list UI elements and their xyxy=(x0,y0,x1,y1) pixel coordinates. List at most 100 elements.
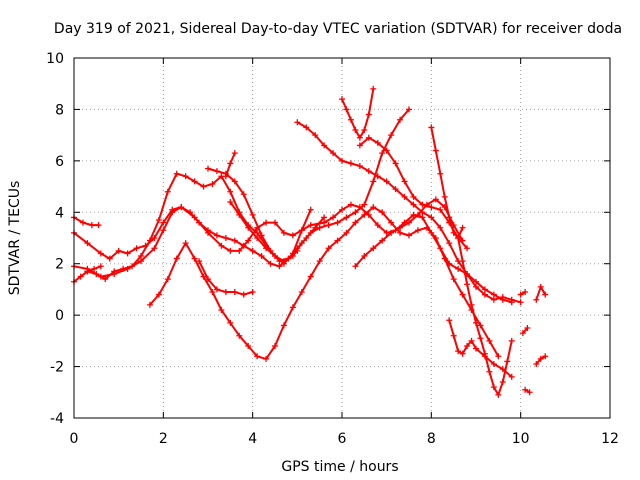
data-point xyxy=(428,204,435,211)
series-line xyxy=(229,201,312,265)
data-point xyxy=(406,232,412,239)
data-point xyxy=(173,170,180,177)
data-point xyxy=(432,235,439,241)
data-point xyxy=(392,160,399,167)
data-point xyxy=(77,273,84,280)
data-point xyxy=(455,265,462,272)
data-point xyxy=(263,219,270,226)
data-point xyxy=(432,147,439,154)
data-point xyxy=(289,304,296,311)
data-point xyxy=(240,242,247,249)
data-point xyxy=(343,106,350,113)
data-point xyxy=(406,106,412,113)
series-21 xyxy=(533,353,549,367)
data-point xyxy=(517,291,524,298)
data-point xyxy=(537,283,544,290)
data-point xyxy=(307,229,314,236)
data-point xyxy=(93,271,100,277)
data-point xyxy=(316,224,323,231)
data-point xyxy=(464,343,471,349)
data-point xyxy=(388,132,395,139)
data-point xyxy=(468,301,475,308)
data-point xyxy=(499,366,506,373)
data-point xyxy=(200,273,207,280)
data-point xyxy=(352,209,359,216)
data-point xyxy=(524,325,531,331)
data-point xyxy=(374,173,381,180)
data-point xyxy=(388,229,395,236)
data-point xyxy=(464,281,471,288)
data-point xyxy=(356,163,363,169)
data-point xyxy=(379,209,386,216)
series-11 xyxy=(339,85,377,141)
data-point xyxy=(339,206,345,213)
data-point xyxy=(79,219,86,226)
data-point xyxy=(374,139,381,146)
data-point xyxy=(280,260,287,267)
data-point xyxy=(258,232,265,239)
x-tick-label: 12 xyxy=(601,431,619,447)
data-point xyxy=(343,229,350,236)
x-tick-label: 2 xyxy=(159,431,168,447)
y-tick-label: 10 xyxy=(46,51,64,67)
data-point xyxy=(459,224,466,231)
data-point xyxy=(245,343,252,349)
series-13 xyxy=(352,196,466,270)
data-point xyxy=(84,268,91,275)
data-point xyxy=(222,289,229,295)
data-point xyxy=(120,265,127,272)
data-point xyxy=(218,307,225,313)
data-point xyxy=(240,191,247,198)
y-axis-label: SDTVAR / TECUs xyxy=(7,181,23,296)
data-point xyxy=(330,150,337,157)
data-point xyxy=(151,245,158,252)
data-point xyxy=(537,355,544,362)
data-point xyxy=(450,276,457,283)
x-tick-label: 4 xyxy=(248,431,257,447)
data-point xyxy=(276,263,283,270)
data-point xyxy=(294,247,301,254)
data-point xyxy=(272,253,278,259)
data-point xyxy=(486,368,493,375)
data-point xyxy=(522,289,529,295)
data-point xyxy=(294,119,301,126)
data-point xyxy=(164,188,171,195)
data-point xyxy=(365,111,372,118)
data-point xyxy=(289,250,296,257)
data-point xyxy=(91,265,98,272)
data-series xyxy=(71,85,549,398)
data-point xyxy=(263,245,270,252)
x-tick-label: 10 xyxy=(512,431,530,447)
data-point xyxy=(231,150,238,157)
data-point xyxy=(477,335,484,342)
data-point xyxy=(455,348,462,355)
data-point xyxy=(519,330,526,337)
series-14 xyxy=(428,124,466,241)
data-point xyxy=(227,199,234,205)
data-point xyxy=(249,247,256,254)
data-point xyxy=(356,134,363,141)
data-point xyxy=(205,276,211,283)
data-point xyxy=(542,291,549,298)
series-15 xyxy=(455,235,515,398)
data-point xyxy=(495,391,502,398)
data-point xyxy=(401,178,408,185)
data-point xyxy=(419,214,426,221)
series-20 xyxy=(533,283,549,303)
data-point xyxy=(450,229,457,236)
data-point xyxy=(155,291,162,298)
data-point xyxy=(517,299,524,306)
data-point xyxy=(379,150,386,157)
data-point xyxy=(508,337,515,344)
data-point xyxy=(321,219,328,226)
data-point xyxy=(499,294,506,301)
data-point xyxy=(222,235,229,241)
data-point xyxy=(106,255,113,262)
data-point xyxy=(258,253,265,259)
data-point xyxy=(542,353,549,360)
data-point xyxy=(347,201,354,208)
y-tick-label: 0 xyxy=(55,308,64,324)
data-point xyxy=(254,229,261,236)
data-point xyxy=(361,127,368,133)
